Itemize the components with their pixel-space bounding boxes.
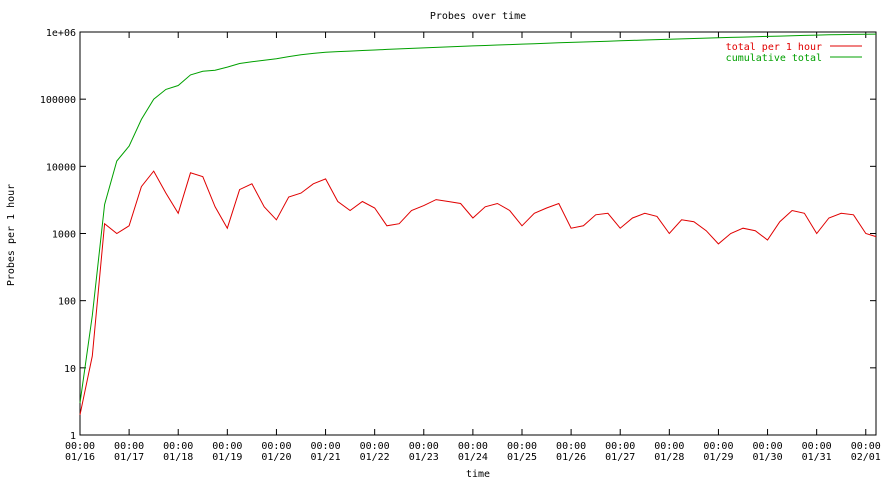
x-tick-label: 01/31 — [802, 452, 832, 463]
legend-label: total per 1 hour — [726, 42, 822, 53]
x-axis-label: time — [466, 469, 490, 480]
y-tick-label: 1000 — [52, 230, 76, 241]
x-tick-label: 00:00 — [163, 441, 193, 452]
x-tick-label: 01/28 — [654, 452, 684, 463]
x-tick-label: 00:00 — [310, 441, 340, 452]
x-tick-label: 01/16 — [65, 452, 95, 463]
x-tick-label: 01/18 — [163, 452, 193, 463]
x-tick-label: 01/20 — [261, 452, 291, 463]
y-tick-label: 1 — [70, 431, 76, 442]
x-tick-label: 00:00 — [851, 441, 881, 452]
x-tick-label: 01/27 — [605, 452, 635, 463]
x-tick-label: 00:00 — [458, 441, 488, 452]
x-tick-label: 00:00 — [65, 441, 95, 452]
x-tick-label: 01/29 — [703, 452, 733, 463]
x-tick-label: 00:00 — [703, 441, 733, 452]
x-tick-label: 01/30 — [752, 452, 782, 463]
x-tick-label: 00:00 — [114, 441, 144, 452]
x-tick-label: 00:00 — [212, 441, 242, 452]
x-tick-label: 00:00 — [556, 441, 586, 452]
x-tick-label: 00:00 — [360, 441, 390, 452]
y-tick-label: 10 — [64, 364, 76, 375]
y-tick-label: 10000 — [46, 162, 76, 173]
x-tick-label: 00:00 — [654, 441, 684, 452]
x-tick-label: 01/17 — [114, 452, 144, 463]
x-tick-label: 01/26 — [556, 452, 586, 463]
y-tick-label: 1e+06 — [46, 28, 76, 39]
x-tick-label: 01/23 — [409, 452, 439, 463]
x-tick-label: 00:00 — [261, 441, 291, 452]
x-tick-label: 01/24 — [458, 452, 488, 463]
x-tick-label: 00:00 — [802, 441, 832, 452]
x-tick-label: 02/01 — [851, 452, 881, 463]
x-tick-label: 01/21 — [310, 452, 340, 463]
series-line — [79, 170, 877, 415]
x-tick-label: 00:00 — [752, 441, 782, 452]
x-tick-label: 00:00 — [409, 441, 439, 452]
x-tick-label: 01/19 — [212, 452, 242, 463]
y-tick-label: 100000 — [40, 95, 76, 106]
x-tick-label: 01/25 — [507, 452, 537, 463]
y-axis-label: Probes per 1 hour — [6, 184, 17, 286]
legend-label: cumulative total — [726, 53, 822, 64]
chart-title: Probes over time — [430, 11, 526, 22]
series-line — [79, 33, 877, 404]
x-tick-label: 00:00 — [605, 441, 635, 452]
x-tick-label: 00:00 — [507, 441, 537, 452]
x-tick-label: 01/22 — [360, 452, 390, 463]
plot-frame — [79, 31, 877, 436]
y-tick-label: 100 — [58, 297, 76, 308]
